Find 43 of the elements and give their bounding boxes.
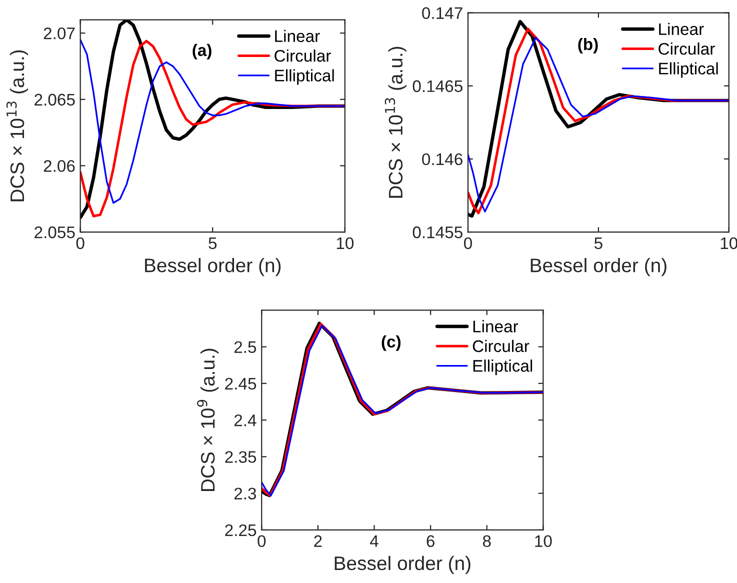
x-tick-label: 6: [426, 535, 434, 548]
legend-label: Linear: [473, 320, 518, 332]
x-axis-title: Bessel order (n): [334, 556, 470, 574]
legend-label: Elliptical: [275, 69, 334, 85]
y-axis-title: DCS × 10$^{13}$ (a.u.): [384, 46, 406, 198]
x-tick-label: 10: [336, 237, 354, 250]
y-tick-label: 2.3: [234, 488, 256, 500]
x-tick-label: 0: [258, 535, 266, 548]
x-tick-label: 4: [370, 535, 378, 547]
text: (a): [192, 44, 212, 60]
legend-label: Linear: [659, 22, 704, 36]
x-tick-label: 0: [464, 237, 472, 250]
legend-label: Linear: [275, 30, 320, 42]
legend-label: Circular: [472, 340, 530, 352]
y-tick-label: 2.35: [225, 451, 256, 463]
text: (b): [578, 38, 598, 54]
x-tick-label: 8: [482, 535, 491, 548]
y-tick-label: 0.1465: [412, 80, 462, 92]
x-tick-label: 5: [594, 238, 602, 250]
x-tick-label: 2: [314, 535, 322, 547]
x-axis-title: Bessel order (n): [145, 258, 281, 276]
y-tick-label: 0.147: [422, 7, 462, 20]
y-tick-label: 2.055: [34, 226, 75, 238]
x-tick-label: 5: [208, 238, 217, 250]
y-tick-label: 0.146: [422, 153, 462, 166]
y-axis-title: DCS × 10$^{13}$ (a.u.): [6, 50, 28, 202]
y-tick-label: 2.5: [234, 341, 256, 353]
x-axis-title: Bessel order (n): [530, 258, 666, 276]
legend-label: Circular: [658, 42, 715, 55]
x-tick-label: 10: [535, 535, 552, 548]
legend-label: Elliptical: [473, 360, 532, 376]
y-axis-title: DCS × 10$^{9}$ (a.u.): [197, 348, 219, 491]
x-tick-label: 0: [76, 237, 84, 250]
y-tick-label: 2.45: [225, 378, 256, 390]
text: (c): [382, 335, 400, 351]
y-tick-label: 2.4: [234, 414, 256, 426]
legend-label: Circular: [274, 50, 331, 62]
y-tick-label: 2.065: [34, 94, 75, 106]
y-tick-label: 0.1455: [412, 226, 462, 238]
y-tick-label: 2.06: [44, 160, 75, 172]
legend-label: Elliptical: [659, 62, 718, 78]
y-tick-label: 2.07: [44, 27, 75, 40]
y-tick-label: 2.25: [225, 524, 256, 536]
